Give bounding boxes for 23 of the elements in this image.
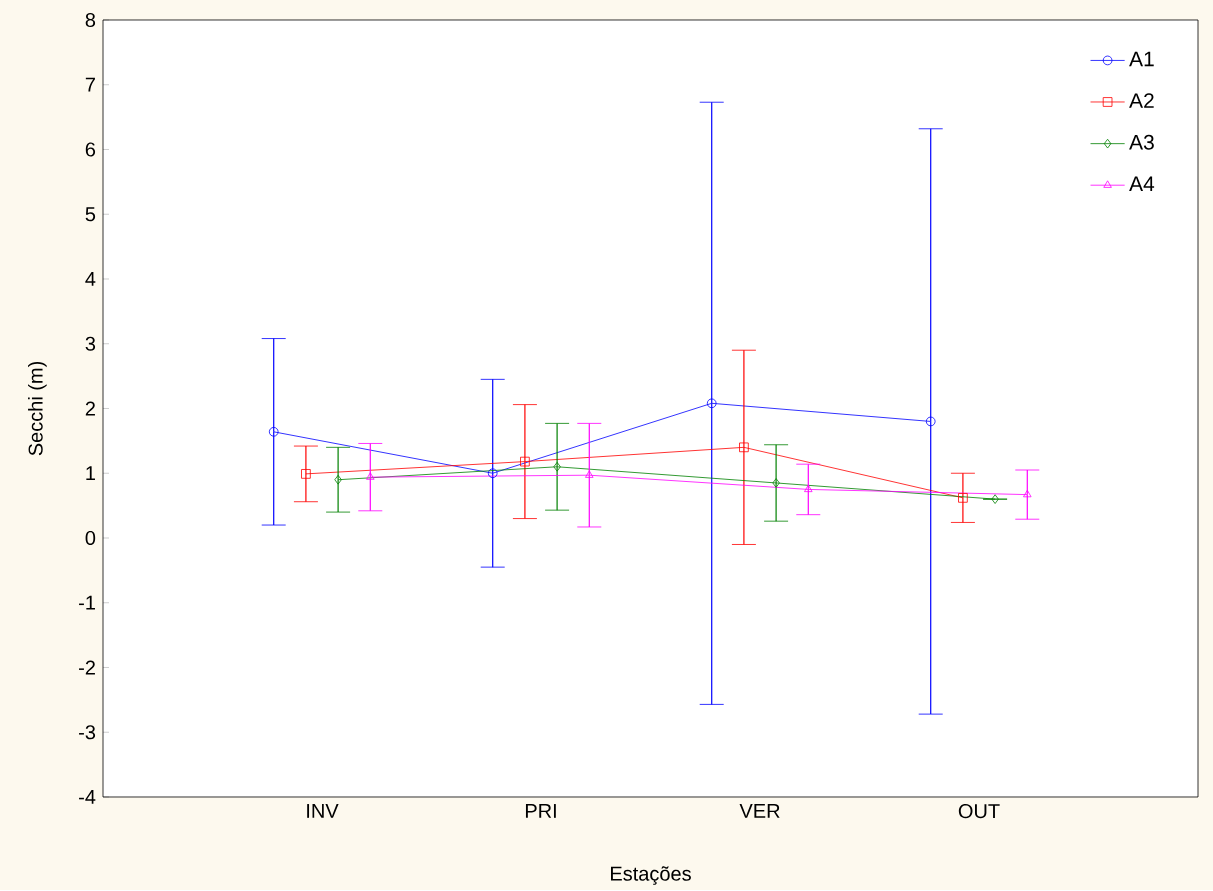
y-tick-label: 1 [86,466,95,480]
x-axis-title: Estações [611,865,691,885]
x-tick-label: OUT [958,803,1000,818]
y-tick-label: 2 [85,401,95,416]
x-tick-label: PRI [525,803,556,818]
y-tick-label: 4 [85,271,96,286]
y-tick-label: -4 [79,789,96,804]
legend-label: A4 [1129,176,1155,191]
y-tick-label: 8 [85,12,96,27]
y-tick-label: 6 [85,142,96,157]
y-tick-label: -3 [79,724,96,740]
legend-label: A3 [1129,134,1154,150]
y-tick-label: 0 [85,530,96,545]
y-tick-label: -1 [79,595,95,610]
y-tick-label: 7 [85,77,95,92]
y-tick-label: 5 [85,207,96,221]
y-tick-label: -2 [79,660,95,675]
y-axis-title: Secchi (m) [28,361,47,456]
y-tick-label: 3 [85,336,96,351]
legend-label: A1 [1129,51,1154,66]
legend-label: A2 [1129,92,1154,108]
x-tick-label: INV [307,803,339,818]
x-tick-label: VER [739,803,780,818]
